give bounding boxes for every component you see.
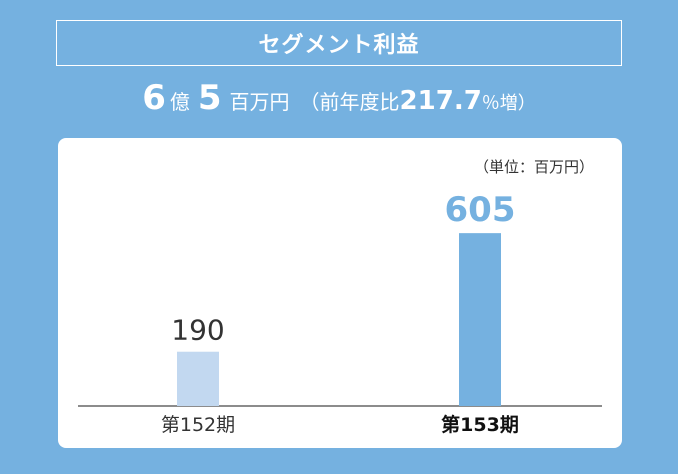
headline-oku-value: 6 <box>142 78 166 118</box>
bar-1 <box>177 351 219 406</box>
headline-summary: 6 億 5 百万円 （前年度比 217.7 ％増） <box>0 78 678 128</box>
headline-man-value: 5 <box>197 78 222 118</box>
chart-panel: （単位：百万円） 190 第152期 605 第153期 <box>58 138 622 448</box>
bar-2 <box>459 233 501 406</box>
unit-label: （単位：百万円） <box>474 158 594 176</box>
category-label-1: 第152期 <box>161 414 235 436</box>
headline-man-unit: 百万円 <box>229 90 290 114</box>
bar-chart: （単位：百万円） 190 第152期 605 第153期 <box>78 158 602 436</box>
data-label-2: 605 <box>445 190 516 230</box>
category-label-2: 第153期 <box>441 413 519 436</box>
headline-compare-value: 217.7 <box>399 86 482 116</box>
headline-compare-unit: ％増） <box>481 93 536 114</box>
headline-compare-prefix: （前年度比 <box>299 90 400 114</box>
segment-title: セグメント利益 <box>56 20 622 66</box>
data-label-1: 190 <box>171 314 224 347</box>
headline-oku-unit: 億 <box>169 90 190 114</box>
